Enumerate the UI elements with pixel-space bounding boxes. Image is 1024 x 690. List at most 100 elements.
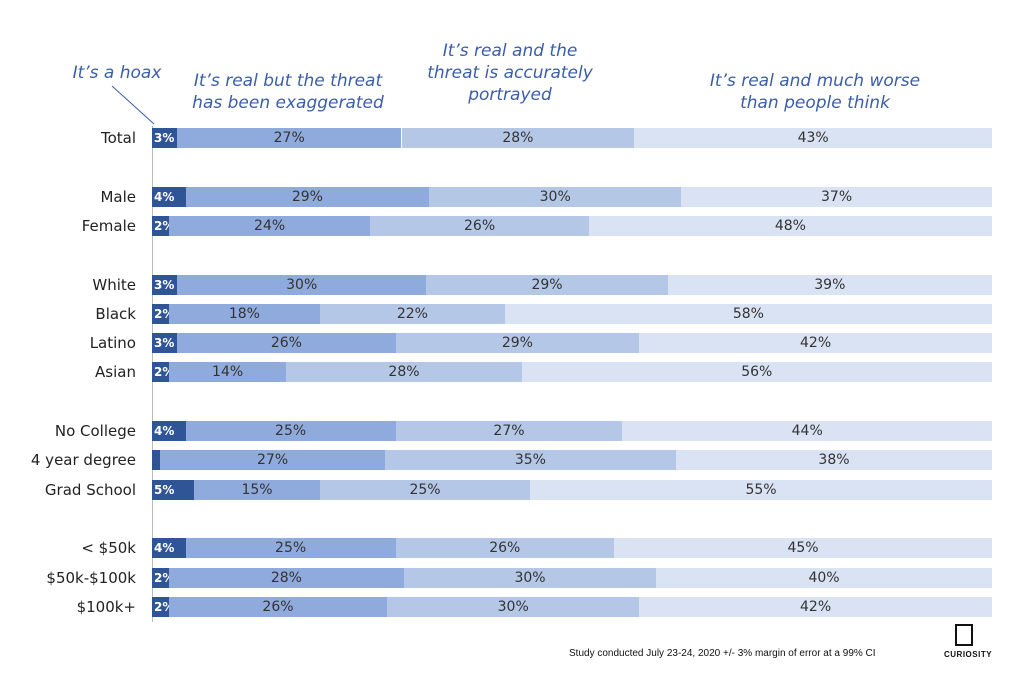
data-label-male-s1: 29% [291,188,323,205]
data-label-no-college-s0: 4% [154,424,175,438]
bar-segment-female-s3: 48% [588,215,992,236]
data-label-100k-s3: 42% [800,598,832,615]
bar-segment-latino-s1: 26% [177,333,396,354]
data-label-white-s0: 3% [154,277,175,292]
bar-segment-latino-s0: 3% [152,333,178,354]
bar-segment-50k-100k-s0: 2% [152,567,174,588]
data-label-white-s3: 39% [814,276,846,293]
data-label-white-s2: 29% [531,276,563,293]
row-label-black: Black [95,304,136,323]
row-label-4-year-degree: 4 year degree [30,451,136,470]
data-label-50k-100k-s3: 40% [808,569,840,586]
footer-note: Study conducted July 23-24, 2020 +/- 3% … [569,648,876,659]
bar-segment-male-s2: 30% [429,186,682,207]
bar-segment-50k-s1: 25% [185,538,396,559]
data-label-no-college-s2: 27% [493,423,525,439]
bar-segment-white-s1: 30% [176,274,427,295]
bar-segment-white-s0: 3% [152,274,177,295]
row-label-asian: Asian [95,363,136,382]
data-label-asian-s3: 56% [741,364,773,381]
bar-segment-no-college-s0: 4% [152,421,186,441]
data-label-grad-school-s3: 55% [745,481,777,498]
bar-segment-100k-s3: 42% [639,596,992,617]
bar-segment-male-s3: 37% [681,186,992,207]
series-label-accurate: It’s real and the threat is accurately p… [410,40,610,106]
data-label-grad-school-s0: 5% [154,482,175,497]
data-label-grad-school-s2: 25% [409,481,441,498]
row-label-latino: Latino [89,334,136,353]
data-label-asian-s1: 14% [212,364,244,381]
row-label-white: White [92,275,136,294]
data-label-latino-s2: 29% [501,335,533,352]
bar-segment-asian-s1: 14% [168,362,287,383]
data-label-latino-s1: 26% [270,335,302,352]
data-label-4-year-degree-s1: 27% [257,452,289,469]
bar-segment-black-s0: 2% [152,303,174,324]
data-label-black-s2: 22% [396,305,428,322]
bar-segment-total-s2: 28% [401,128,635,148]
bar-segment-black-s3: 58% [504,303,992,324]
bar-segment-100k-s1: 26% [168,596,388,617]
bar-segment-grad-school-s0: 5% [152,479,194,500]
data-label-black-s3: 58% [732,305,764,322]
data-label-4-year-degree-s3: 38% [818,452,850,469]
bar-segment-no-college-s3: 44% [622,421,992,441]
data-label-no-college-s1: 25% [275,423,307,439]
bar-segment-black-s1: 18% [168,303,320,324]
bar-segment-total-s3: 43% [634,128,992,148]
data-label-white-s1: 30% [286,276,318,293]
bar-segment-50k-100k-s3: 40% [656,567,992,588]
data-label-male-s3: 37% [821,188,853,205]
row-label-total: Total [100,129,136,147]
bar-segment-50k-100k-s2: 30% [404,567,656,588]
series-label-worse-line1: It’s real and much worse [709,71,921,91]
bar-segment-grad-school-s2: 25% [320,479,530,500]
data-label-latino-s3: 42% [800,335,832,352]
data-label-50k-100k-s2: 30% [514,569,546,586]
bar-segment-50k-s0: 4% [152,538,186,559]
data-label-female-s2: 26% [464,217,496,234]
bar-segment-latino-s2: 29% [395,333,640,354]
data-label-total-s3: 43% [797,130,829,146]
logo-text: CURIOSITY [944,650,993,659]
logo-frame-icon [955,624,973,646]
bar-segment-female-s0: 2% [152,215,174,236]
row-label-female: Female [81,216,136,235]
bar-segment-male-s0: 4% [152,186,186,207]
bar-segment-grad-school-s1: 15% [194,479,320,500]
data-label-100k-s2: 30% [497,598,529,615]
bar-segment-total-s1: 27% [176,128,402,148]
bar-segment-50k-100k-s1: 28% [168,567,404,588]
data-label-100k-s1: 26% [262,598,294,615]
data-label-total-s0: 3% [154,131,175,145]
bar-segment-4-year-degree-s1: 27% [160,450,385,471]
hoax-pointer-line [111,85,155,125]
series-label-exaggerated-line1: It’s real but the threat [193,71,383,91]
data-label-50k-s0: 4% [154,541,175,556]
data-label-male-s0: 4% [154,189,175,204]
bar-segment-grad-school-s3: 55% [530,479,992,500]
bar-segment-4-year-degree-s2: 35% [384,450,676,471]
series-label-worse-line2: than people think [740,93,890,113]
bar-segment-white-s2: 29% [426,274,668,295]
bar-segment-asian-s3: 56% [521,362,992,383]
data-label-female-s3: 48% [774,217,806,234]
series-label-accurate-line2: threat is accurately [427,63,593,83]
bar-segment-50k-s2: 26% [395,538,614,559]
data-label-latino-s0: 3% [154,336,175,351]
series-label-hoax-text: It’s a hoax [72,63,162,83]
bar-segment-50k-s3: 45% [614,538,992,559]
data-label-grad-school-s1: 15% [241,481,273,498]
data-label-50k-100k-s1: 28% [270,569,302,586]
bar-segment-100k-s0: 2% [152,596,174,617]
series-label-accurate-line3: portrayed [468,85,552,105]
bar-segment-total-s0: 3% [152,128,177,148]
series-label-accurate-line1: It’s real and the [442,41,578,61]
data-label-black-s1: 18% [228,305,260,322]
bar-segment-4-year-degree-s0 [152,450,161,471]
data-label-total-s2: 28% [502,130,534,146]
series-label-exaggerated-line2: has been exaggerated [192,93,384,113]
row-label-grad-school: Grad School [44,480,136,499]
bar-segment-black-s2: 22% [320,303,505,324]
curiosity-logo: CURIOSITY [944,624,993,664]
